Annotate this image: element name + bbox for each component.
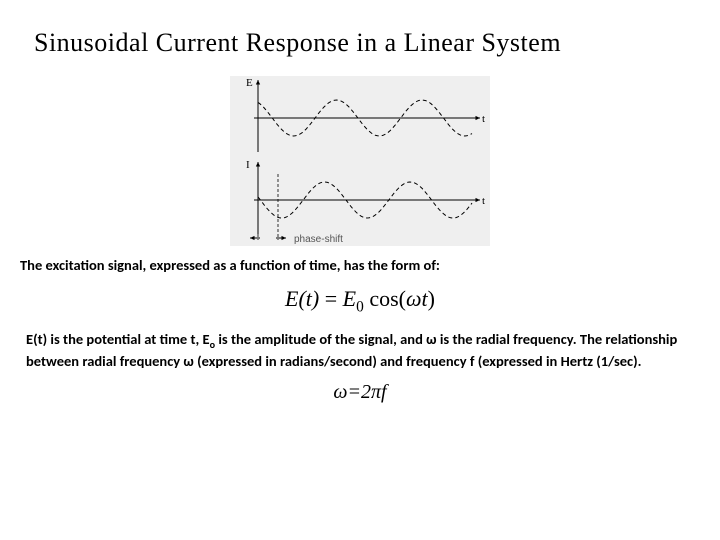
svg-text:I: I [246, 159, 250, 171]
explanation-paragraph: E(t) is the potential at time t, Eo is t… [26, 330, 694, 371]
svg-text:E: E [246, 77, 253, 89]
eq1-omega: ω [406, 286, 422, 311]
slide-title: Sinusoidal Current Response in a Linear … [34, 28, 690, 58]
eq1-equals: = [325, 286, 337, 311]
equation-e-of-t: E(t) = E0 cos(ωt) [30, 286, 690, 316]
eq1-cos: cos( [369, 286, 406, 311]
svg-text:t: t [482, 195, 485, 207]
svg-text:phase-shift: phase-shift [294, 234, 343, 245]
sine-response-diagram: Et It phase-shift [230, 76, 490, 246]
excitation-intro: The excitation signal, expressed as a fu… [20, 256, 700, 276]
equation-omega: ω=2πf [30, 381, 690, 404]
eq1-sub: 0 [356, 298, 364, 315]
eq1-lhs: E(t) [285, 286, 319, 311]
eq1-E: E [343, 286, 356, 311]
svg-text:t: t [482, 113, 485, 125]
para2-p1: E(t) is the potential at time t, E [26, 330, 210, 348]
eq2-text: ω=2πf [333, 381, 386, 403]
slide: Sinusoidal Current Response in a Linear … [0, 0, 720, 540]
eq1-close: ) [428, 286, 435, 311]
